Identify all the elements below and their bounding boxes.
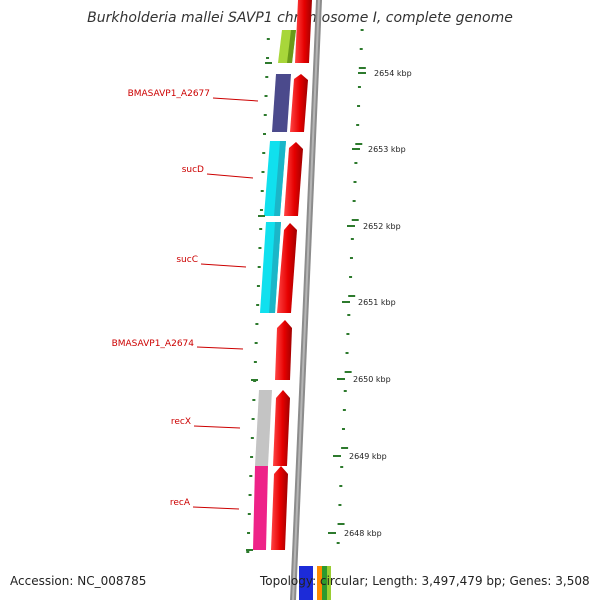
genome-summary-text: Topology: circular; Length: 3,497,479 bp… (260, 574, 590, 588)
gene-arrow (273, 390, 290, 466)
kbp-label: 2652 kbp (363, 222, 401, 231)
label-leader-line (192, 506, 240, 510)
gene-arrow (271, 466, 288, 550)
kbp-label: 2653 kbp (368, 145, 406, 154)
cog-segment (255, 390, 272, 466)
label-leader-line (193, 425, 241, 429)
strip-segment (317, 566, 322, 600)
kbp-label: 2650 kbp (353, 375, 391, 384)
label-leader-line (212, 97, 259, 102)
label-leader-line (196, 346, 244, 350)
kbp-label: 2651 kbp (358, 298, 396, 307)
strip-segment (299, 566, 313, 600)
gene-label: BMASAVP1_A2677 (128, 89, 210, 99)
gene-arrow (290, 74, 308, 132)
strip-segment (322, 566, 327, 600)
cog-segment (274, 141, 286, 216)
cog-segment (272, 74, 291, 132)
gene-arrow (277, 223, 297, 313)
gene-label: recA (170, 498, 191, 508)
cog-blocks (253, 30, 296, 550)
gene-arrow (275, 320, 292, 380)
kbp-label: 2654 kbp (374, 69, 412, 78)
genome-backbone-shine (292, 0, 320, 600)
tick-marks (246, 29, 366, 553)
gene-arrow (295, 0, 312, 63)
strip-segment (327, 566, 331, 600)
gene-label: sucD (182, 165, 204, 175)
gene-label: sucC (176, 255, 198, 265)
cog-segment (287, 30, 296, 63)
forward-features (271, 0, 312, 550)
label-leader-line (206, 173, 254, 179)
accession-text: Accession: NC_008785 (10, 574, 147, 588)
cog-segment (269, 222, 281, 313)
kbp-label: 2649 kbp (349, 452, 387, 461)
cog-segment (253, 466, 268, 550)
kbp-label: 2648 kbp (344, 529, 382, 538)
label-leader-line (200, 263, 247, 268)
gene-label: BMASAVP1_A2674 (112, 339, 195, 349)
gene-labels: BMASAVP1_A2677 sucD sucC BMASAVP1_A2674 recX… (112, 89, 259, 510)
kbp-scale: 2654 kbp 2653 kbp 2652 kbp 2651 kbp 2650 kbp… (328, 69, 412, 538)
bottom-strip (299, 566, 331, 600)
gene-arrow (284, 142, 303, 216)
gene-label: recX (171, 417, 191, 427)
